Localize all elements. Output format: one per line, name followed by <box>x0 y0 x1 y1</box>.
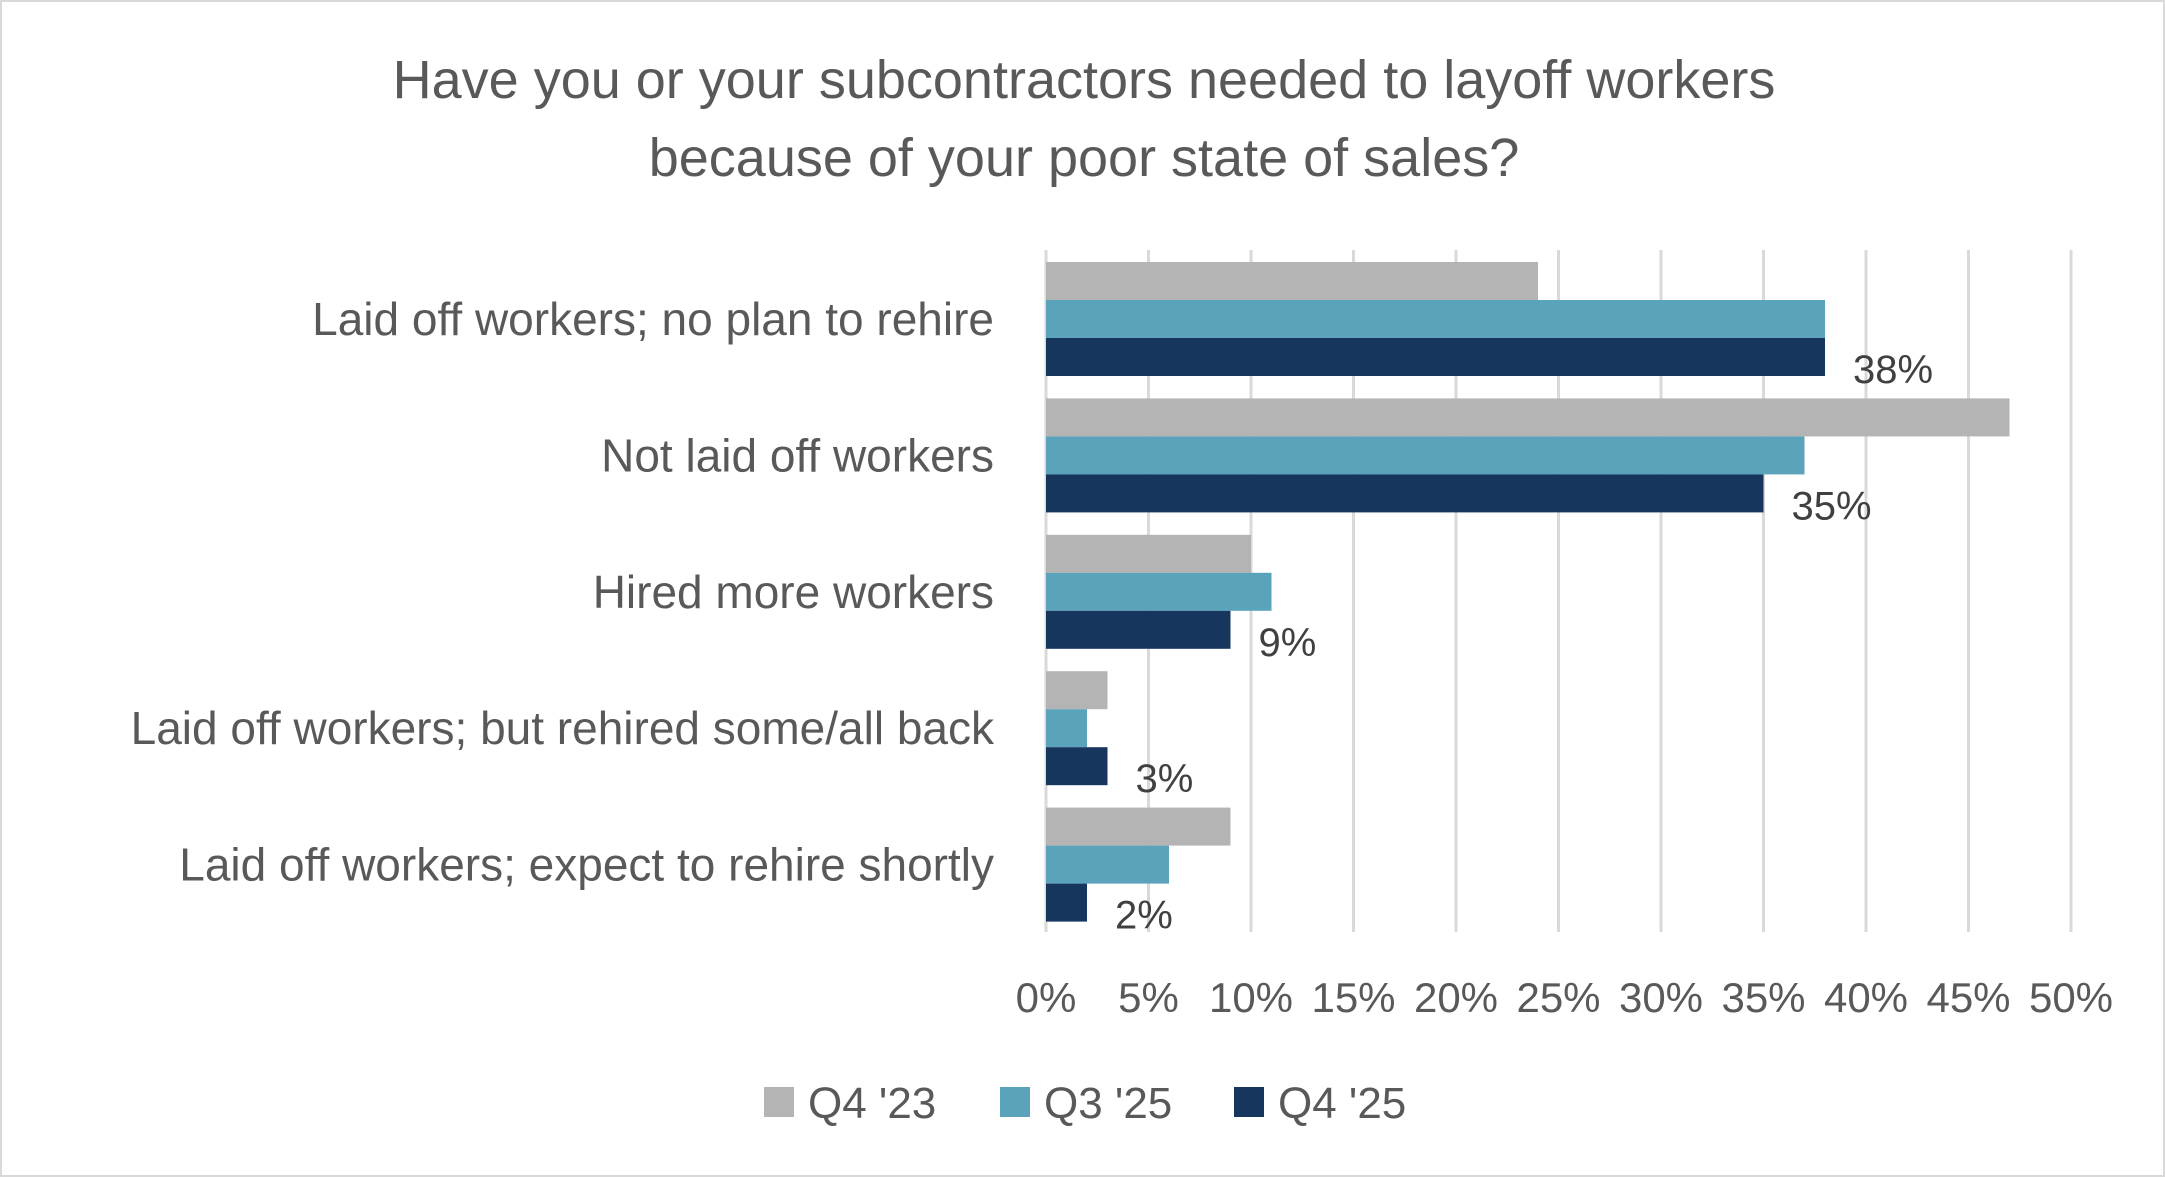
legend-swatch-2 <box>1000 1087 1030 1117</box>
bar-1-4 <box>1046 671 1108 710</box>
bar-2-2 <box>1046 436 1805 475</box>
x-tick-label-6: 30% <box>1619 974 1703 1021</box>
bar-2-4 <box>1046 709 1087 748</box>
bar-1-1 <box>1046 262 1538 300</box>
bar-3-1 <box>1046 338 1825 376</box>
chart-title-line-1: Have you or your subcontractors needed t… <box>393 50 1776 110</box>
bar-3-3 <box>1046 610 1231 649</box>
bar-1-2 <box>1046 398 2010 437</box>
data-label-1: 38% <box>1853 348 1933 392</box>
x-tick-label-5: 25% <box>1516 974 1600 1021</box>
x-tick-label-9: 45% <box>1926 974 2010 1021</box>
category-label-3: Hired more workers <box>593 566 994 618</box>
x-tick-label-1: 5% <box>1118 974 1179 1021</box>
chart-title-line-2: because of your poor state of sales? <box>649 128 1520 188</box>
legend-label-1: Q4 '23 <box>808 1079 936 1128</box>
x-tick-label-0: 0% <box>1016 974 1077 1021</box>
x-tick-label-8: 40% <box>1824 974 1908 1021</box>
x-tick-label-2: 10% <box>1209 974 1293 1021</box>
category-label-5: Laid off workers; expect to rehire short… <box>179 839 994 891</box>
bar-3-4 <box>1046 747 1108 786</box>
data-label-2: 35% <box>1792 484 1872 528</box>
data-label-3: 9% <box>1259 621 1317 665</box>
bar-2-5 <box>1046 845 1169 884</box>
x-tick-label-10: 50% <box>2029 974 2113 1021</box>
bar-1-3 <box>1046 534 1251 573</box>
legend-swatch-1 <box>764 1087 794 1117</box>
legend-label-2: Q3 '25 <box>1044 1079 1172 1128</box>
legend: Q4 '23 Q3 '25 Q4 '25 <box>764 1079 1406 1128</box>
bar-2-1 <box>1046 300 1825 338</box>
data-label-5: 2% <box>1115 894 1173 938</box>
category-label-2: Not laid off workers <box>601 429 994 481</box>
category-label-1: Laid off workers; no plan to rehire <box>312 293 994 345</box>
x-tick-label-3: 15% <box>1311 974 1395 1021</box>
chart-title: Have you or your subcontractors needed t… <box>393 50 1776 188</box>
legend-swatch-3 <box>1234 1087 1264 1117</box>
x-tick-label-7: 35% <box>1721 974 1805 1021</box>
bars <box>1046 262 2010 922</box>
data-label-4: 3% <box>1136 757 1194 801</box>
bar-3-5 <box>1046 883 1087 922</box>
legend-label-3: Q4 '25 <box>1278 1079 1406 1128</box>
bar-3-2 <box>1046 474 1764 513</box>
x-axis-tick-labels: 0% 5% 10% 15% 20% 25% 30% 35% 40% 45% 50% <box>1016 974 2113 1021</box>
x-tick-label-4: 20% <box>1414 974 1498 1021</box>
bar-2-3 <box>1046 572 1272 611</box>
data-labels: 38% 35% 9% 3% 2% <box>1115 348 1933 938</box>
category-label-4: Laid off workers; but rehired some/all b… <box>131 702 995 754</box>
bar-1-5 <box>1046 807 1231 846</box>
category-labels: Laid off workers; no plan to rehire Not l… <box>131 293 995 891</box>
